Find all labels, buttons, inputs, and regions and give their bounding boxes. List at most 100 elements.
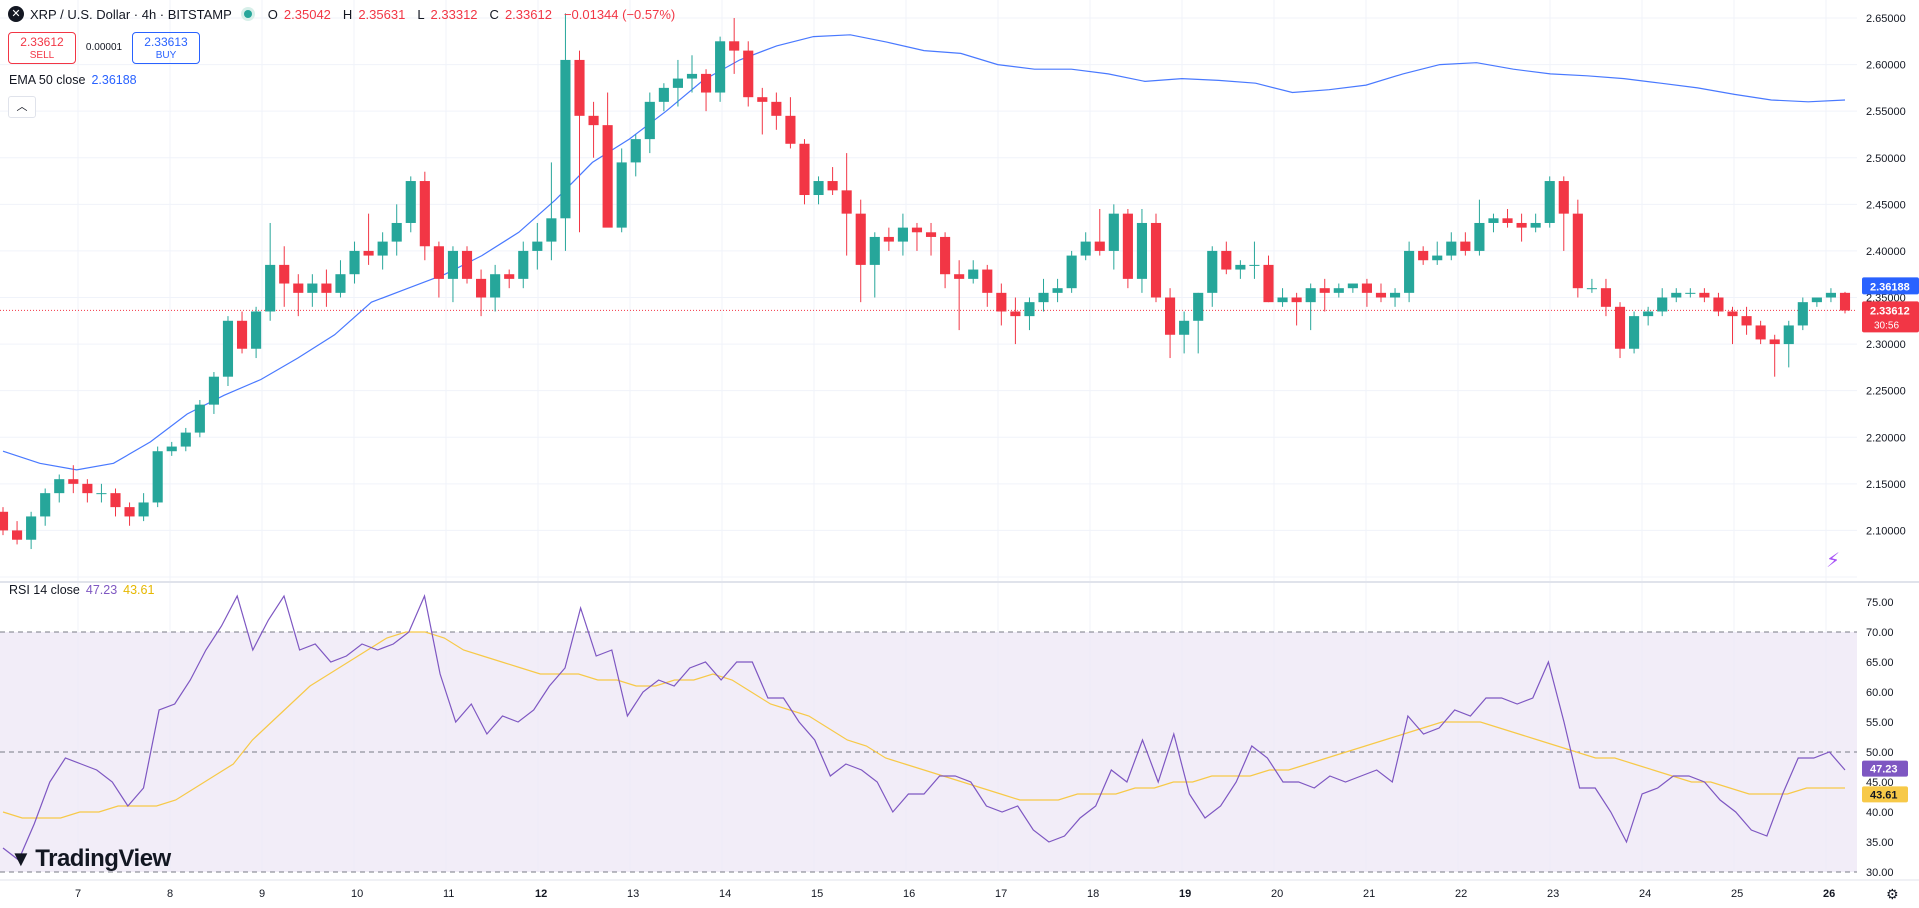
sell-price: 2.33612 xyxy=(20,35,64,49)
candle-body xyxy=(546,218,557,242)
candle-body xyxy=(279,264,290,284)
candle-body xyxy=(1432,255,1443,261)
candle-body xyxy=(1671,292,1682,298)
candle-body xyxy=(715,41,726,93)
candle-body xyxy=(419,181,430,247)
tradingview-logo[interactable]: ▼ TradingView xyxy=(10,845,171,873)
price-axis-label: 2.15000 xyxy=(1866,479,1906,491)
candle-body xyxy=(855,213,866,265)
time-axis-label: 16 xyxy=(903,888,915,900)
candle-body xyxy=(1769,339,1780,345)
candle-body xyxy=(1179,320,1190,335)
current-price-tag xyxy=(1862,301,1919,333)
candle-body xyxy=(1193,292,1204,321)
candle-body xyxy=(1825,292,1837,298)
candle-body xyxy=(1685,292,1696,294)
candle-body xyxy=(1389,292,1401,298)
time-axis-label: 21 xyxy=(1363,888,1375,900)
candle-body xyxy=(321,283,332,293)
candle-body xyxy=(729,41,740,51)
time-axis-label: 14 xyxy=(719,888,731,900)
candle-body xyxy=(1404,250,1415,293)
candle-body xyxy=(335,274,346,293)
candle-body xyxy=(405,181,416,223)
candle-body xyxy=(265,264,276,312)
candle-body xyxy=(152,451,163,503)
candle-body xyxy=(1249,264,1260,266)
rsi-axis-label: 70.00 xyxy=(1866,627,1894,639)
bar-countdown: 30:56 xyxy=(1874,320,1899,331)
candle-body xyxy=(208,376,219,405)
time-axis-label: 17 xyxy=(995,888,1007,900)
candle-body xyxy=(1755,325,1766,340)
candle-body xyxy=(1699,292,1710,298)
candle-body xyxy=(1614,306,1626,349)
time-axis-label: 22 xyxy=(1455,888,1467,900)
candle-body xyxy=(799,143,810,196)
buy-button[interactable]: 2.33613 BUY xyxy=(132,32,200,64)
low-value: 2.33312 xyxy=(430,6,478,22)
candle-body xyxy=(68,479,79,484)
price-axis-label: 2.30000 xyxy=(1866,339,1906,351)
candle-body xyxy=(1629,316,1640,349)
candle-body xyxy=(1052,288,1063,293)
time-axis-label: 25 xyxy=(1731,888,1743,900)
candle-body xyxy=(1235,264,1246,270)
candle-body xyxy=(26,516,37,540)
rsi-value-tag-label: 47.23 xyxy=(1870,764,1898,776)
candle-body xyxy=(1811,297,1822,303)
candle-body xyxy=(377,241,388,256)
replay-icon[interactable]: ⚡ xyxy=(1826,550,1841,572)
candle-body xyxy=(1839,292,1851,311)
candle-body xyxy=(40,493,51,517)
candle-body xyxy=(504,274,515,279)
candle-body xyxy=(1375,292,1387,298)
rsi-axis-label: 60.00 xyxy=(1866,687,1894,699)
candle-body xyxy=(1361,283,1372,293)
gear-icon[interactable]: ⚙ xyxy=(1886,886,1899,902)
candle-body xyxy=(968,269,979,279)
candle-body xyxy=(54,479,65,494)
time-axis-label: 23 xyxy=(1547,888,1559,900)
candle-body xyxy=(1108,213,1119,251)
candle-body xyxy=(124,507,135,517)
candle-body xyxy=(1136,222,1148,279)
candle-body xyxy=(1544,181,1555,223)
price-axis-label: 2.25000 xyxy=(1866,386,1906,398)
price-axis-label: 2.45000 xyxy=(1866,199,1906,211)
price-axis-label: 2.55000 xyxy=(1866,106,1906,118)
sell-button[interactable]: 2.33612 SELL xyxy=(8,32,76,64)
candle-body xyxy=(1080,241,1091,256)
symbol-title[interactable]: XRP / U.S. Dollar · 4h · BITSTAMP xyxy=(30,6,232,22)
rsi-legend[interactable]: RSI 14 close 47.23 43.61 xyxy=(9,583,154,597)
candle-body xyxy=(757,97,768,102)
candle-body xyxy=(96,493,107,495)
candle-body xyxy=(940,236,951,275)
ema-legend[interactable]: EMA 50 close 2.36188 xyxy=(9,73,137,87)
candle-body xyxy=(1488,218,1499,223)
candle-body xyxy=(1558,181,1569,214)
spread-value: 0.00001 xyxy=(85,42,123,53)
candle-body xyxy=(982,269,993,293)
collapse-legend-button[interactable]: ︿ xyxy=(8,96,36,118)
rsi-axis-label: 75.00 xyxy=(1866,597,1894,609)
candle-body xyxy=(602,125,613,228)
rsi-ma-value-tag xyxy=(1862,786,1908,803)
candle-body xyxy=(616,162,627,228)
ema-50-line xyxy=(2,34,1846,471)
candle-body xyxy=(1418,250,1429,261)
ema-legend-label: EMA 50 close xyxy=(9,73,86,87)
close-label: C xyxy=(489,6,499,22)
candle-body xyxy=(82,483,93,494)
price-axis-label: 2.65000 xyxy=(1866,13,1906,25)
candle-body xyxy=(925,232,937,237)
symbol-header: ✕ XRP / U.S. Dollar · 4h · BITSTAMP O 2.3… xyxy=(8,6,681,22)
high-label: H xyxy=(342,6,353,22)
time-axis-label: 15 xyxy=(811,888,823,900)
buy-price: 2.33613 xyxy=(144,35,188,49)
ema-price-tag xyxy=(1862,277,1919,295)
time-axis-label: 11 xyxy=(443,888,454,900)
rsi-axis-label: 50.00 xyxy=(1866,747,1894,759)
candle-body xyxy=(110,493,121,508)
